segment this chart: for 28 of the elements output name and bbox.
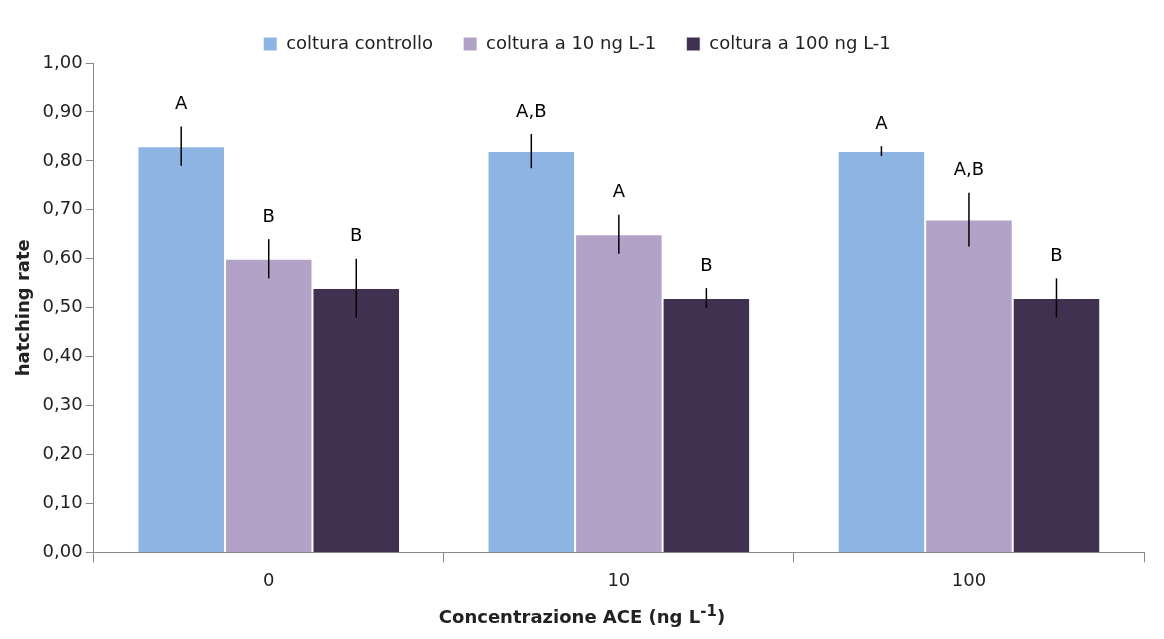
y-tick-label: 0,40: [42, 344, 83, 366]
annotation: B: [350, 224, 363, 246]
annotation: B: [1050, 244, 1063, 266]
y-tick-label: 0,90: [42, 99, 83, 121]
y-axis-title: hatching rate: [12, 239, 34, 377]
annotation: A,B: [516, 99, 547, 121]
annotation: B: [700, 253, 713, 275]
y-tick-label: 0,50: [42, 295, 83, 317]
y-tick-label: 0,30: [42, 393, 83, 415]
x-axis-title: Concentrazione ACE (ng L$^{-1}$): [437, 602, 727, 627]
annotation: A: [612, 180, 626, 202]
y-tick-label: 0,70: [42, 197, 83, 219]
annotation: A,B: [953, 158, 985, 180]
y-tick-label: 1,00: [42, 50, 83, 72]
y-tick-label: 0,60: [42, 246, 83, 268]
annotation: A: [175, 92, 189, 114]
x-tick-label: 0: [263, 568, 275, 590]
y-tick-label: 0,80: [42, 148, 83, 170]
annotation: B: [262, 204, 275, 226]
y-tick-label: 0,20: [42, 442, 83, 464]
legend-label: coltura a 100 ng L-1: [709, 31, 891, 53]
x-tick-label: 100: [951, 568, 987, 590]
y-tick-label: 0,10: [42, 491, 83, 513]
legend-label: coltura a 10 ng L-1: [486, 31, 657, 53]
annotation: A: [875, 111, 889, 133]
x-tick-label: 10: [607, 568, 631, 590]
legend-label: coltura controllo: [286, 31, 434, 53]
y-tick-label: 0,00: [42, 540, 83, 562]
